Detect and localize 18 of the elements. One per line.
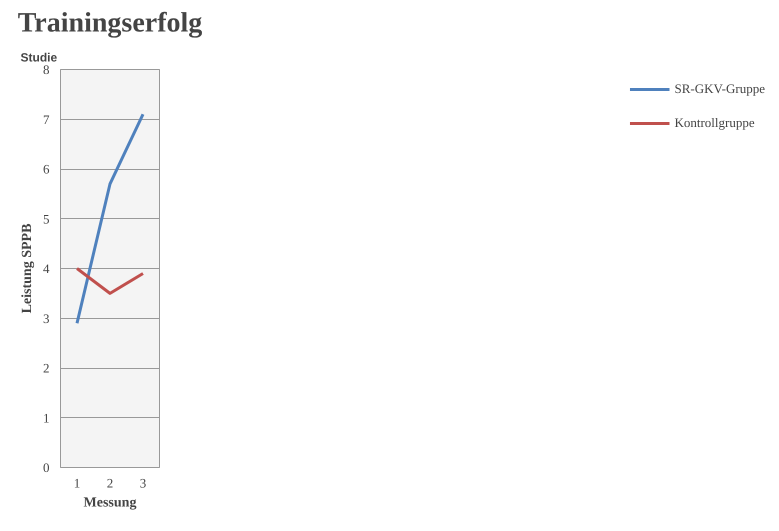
legend-label: SR-GKV-Gruppe [674,81,765,97]
chart-title: Trainingserfolg [18,8,202,38]
y-tick-label: 4 [43,261,50,276]
y-tick-label: 1 [43,410,50,426]
x-tick-label: 3 [140,476,146,490]
y-tick-label: 2 [43,360,50,376]
y-axis-title: Leistung SPPB [20,224,35,314]
x-tick-label: 1 [74,476,80,490]
y-tick-label: 0 [43,460,50,475]
y-tick-label: 3 [43,310,50,326]
text: Studie [20,50,58,64]
y-tick-label: 7 [43,112,50,127]
y-tick-label: 5 [43,211,50,226]
y-tick-label: 6 [43,162,50,176]
y-tick-label: 8 [43,62,50,77]
legend-label: Kontrollgruppe [674,115,755,131]
x-tick-label: 2 [106,476,114,490]
x-axis-title: Messung [84,496,136,510]
